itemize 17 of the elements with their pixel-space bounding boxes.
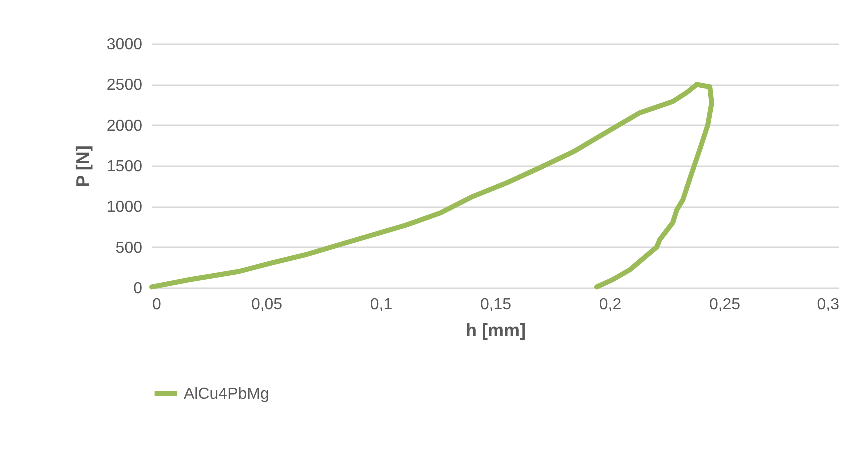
y-tick-label: 1500: [106, 158, 143, 176]
x-tick-label: 0,15: [480, 296, 512, 314]
x-tick-label: 0,1: [370, 296, 393, 314]
y-axis-title: P [N]: [72, 146, 93, 188]
x-tick-label: 0,25: [709, 296, 741, 314]
y-tick-label: 500: [116, 240, 143, 257]
legend-label: AlCu4PbMg: [184, 386, 270, 403]
y-tick-label: 2500: [106, 77, 143, 94]
x-tick-label: 0: [152, 296, 162, 314]
x-axis-title: h [mm]: [466, 320, 526, 340]
y-tick-label: 0: [134, 280, 143, 298]
y-tick-label: 3000: [106, 36, 143, 54]
x-tick-label: 0,05: [251, 296, 283, 314]
y-tick-label: 2000: [106, 118, 143, 135]
x-tick-label: 0,3: [817, 296, 840, 314]
x-tick-label: 0,2: [599, 296, 622, 314]
y-tick-label: 1000: [106, 199, 143, 216]
